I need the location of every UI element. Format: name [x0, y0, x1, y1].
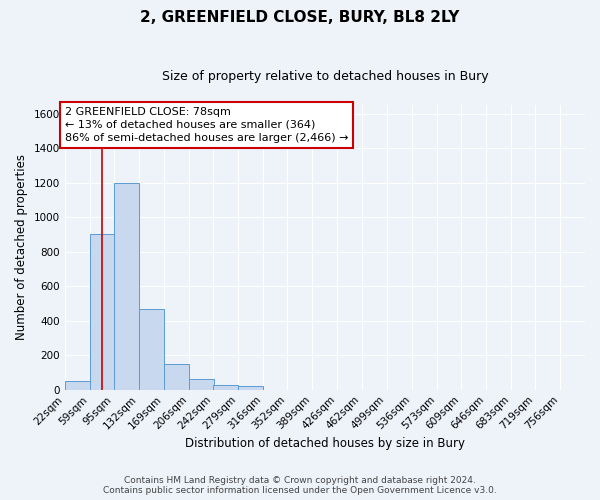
Bar [65, 381, 89, 390]
Bar [213, 384, 238, 390]
Bar [238, 386, 263, 390]
Bar [189, 380, 214, 390]
Bar [114, 182, 139, 390]
Bar [89, 234, 115, 390]
Text: 2 GREENFIELD CLOSE: 78sqm
← 13% of detached houses are smaller (364)
86% of semi: 2 GREENFIELD CLOSE: 78sqm ← 13% of detac… [65, 106, 348, 143]
Bar [164, 364, 189, 390]
Bar [139, 308, 164, 390]
Text: Contains HM Land Registry data © Crown copyright and database right 2024.
Contai: Contains HM Land Registry data © Crown c… [103, 476, 497, 495]
Text: 2, GREENFIELD CLOSE, BURY, BL8 2LY: 2, GREENFIELD CLOSE, BURY, BL8 2LY [140, 10, 460, 25]
X-axis label: Distribution of detached houses by size in Bury: Distribution of detached houses by size … [185, 437, 465, 450]
Title: Size of property relative to detached houses in Bury: Size of property relative to detached ho… [161, 70, 488, 83]
Y-axis label: Number of detached properties: Number of detached properties [15, 154, 28, 340]
